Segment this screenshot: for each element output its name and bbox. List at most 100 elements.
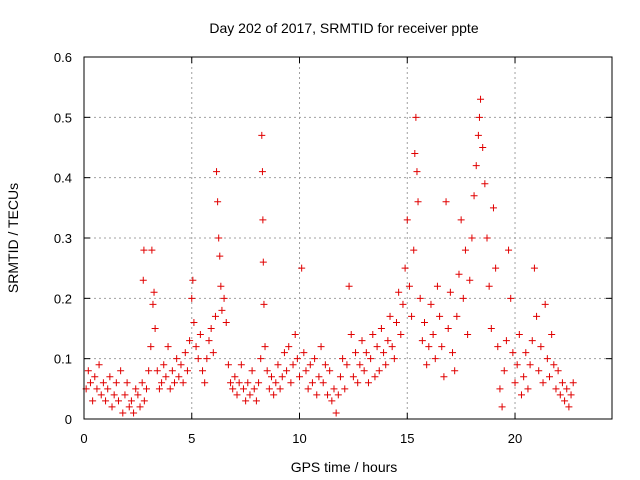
data-point-marker <box>104 385 112 393</box>
data-point-marker <box>558 379 566 387</box>
data-point-marker <box>186 337 194 345</box>
data-point-marker <box>311 355 319 363</box>
x-tick-label: 0 <box>80 431 87 446</box>
data-point-marker <box>196 331 204 339</box>
data-point-marker <box>148 246 156 254</box>
y-tick-label: 0.3 <box>54 231 72 246</box>
data-point-marker <box>360 367 368 375</box>
data-point-marker <box>526 361 534 369</box>
y-tick-label: 0.4 <box>54 171 72 186</box>
data-point-marker <box>343 361 351 369</box>
data-point-marker <box>477 95 485 103</box>
data-point-marker <box>384 337 392 345</box>
data-point-marker <box>442 198 450 206</box>
grid <box>84 57 612 419</box>
data-point-marker <box>293 355 301 363</box>
data-point-marker <box>222 318 230 326</box>
data-point-marker <box>97 391 105 399</box>
x-tick-label: 10 <box>292 431 306 446</box>
data-point-marker <box>151 325 159 332</box>
data-point-marker <box>102 397 110 405</box>
data-point-marker <box>177 361 185 369</box>
data-point-marker <box>371 373 379 381</box>
data-point-marker <box>369 331 377 339</box>
data-point-marker <box>175 373 183 381</box>
x-tick-label: 15 <box>400 431 414 446</box>
data-point-marker <box>95 361 103 369</box>
data-point-marker <box>457 216 465 224</box>
data-point-marker <box>257 355 265 363</box>
data-point-marker <box>565 403 573 411</box>
data-point-marker <box>224 361 232 369</box>
data-point-marker <box>296 373 304 381</box>
chart-title: Day 202 of 2017, SRMTID for receiver ppt… <box>209 20 478 36</box>
data-point-marker <box>509 349 517 357</box>
data-point-marker <box>474 131 482 139</box>
data-point-marker <box>362 349 370 357</box>
data-point-marker <box>481 180 489 188</box>
data-point-marker <box>86 379 94 387</box>
data-point-marker <box>328 397 336 405</box>
data-point-marker <box>533 312 541 320</box>
data-point-marker <box>140 246 148 254</box>
data-point-marker <box>114 397 122 405</box>
data-point-marker <box>270 391 278 399</box>
data-point-marker <box>546 373 554 381</box>
data-point-marker <box>375 367 383 375</box>
data-point-marker <box>451 367 459 375</box>
data-point-marker <box>188 294 196 302</box>
data-point-marker <box>444 325 452 332</box>
data-point-marker <box>304 385 312 393</box>
data-point-marker <box>173 355 181 363</box>
x-tick-label: 5 <box>188 431 195 446</box>
data-point-marker <box>89 397 97 405</box>
data-point-marker <box>235 379 243 387</box>
data-point-marker <box>455 270 463 278</box>
data-point-marker <box>283 367 291 375</box>
data-point-marker <box>535 367 543 375</box>
data-point-marker <box>324 391 332 399</box>
data-point-marker <box>285 343 293 351</box>
data-point-marker <box>569 379 577 387</box>
data-point-marker <box>217 282 225 290</box>
data-point-marker <box>416 294 424 302</box>
data-point-marker <box>470 192 478 200</box>
data-point-marker <box>423 361 431 369</box>
data-point-marker <box>194 355 202 363</box>
y-tick-label: 0 <box>65 412 72 427</box>
data-point-marker <box>436 312 444 320</box>
data-point-marker <box>397 331 405 339</box>
data-point-marker <box>192 343 200 351</box>
data-point-marker <box>317 343 325 351</box>
data-point-marker <box>207 325 215 332</box>
data-point-marker <box>112 379 120 387</box>
x-tick-label: 20 <box>508 431 522 446</box>
data-point-marker <box>237 361 245 369</box>
data-point-marker <box>403 216 411 224</box>
data-point-marker <box>166 385 174 393</box>
data-point-marker <box>261 343 269 351</box>
data-point-marker <box>106 373 114 381</box>
data-point-marker <box>189 276 197 284</box>
data-point-marker <box>147 343 155 351</box>
data-point-marker <box>528 337 536 345</box>
data-point-marker <box>289 361 297 369</box>
data-point-marker <box>466 276 474 284</box>
data-point-marker <box>405 282 413 290</box>
data-point-marker <box>515 331 523 339</box>
data-point-marker <box>446 288 454 296</box>
data-point-marker <box>561 397 569 405</box>
data-point-marker <box>255 379 263 387</box>
data-point-marker <box>358 337 366 345</box>
data-point-marker <box>461 246 469 254</box>
data-point-marker <box>431 355 439 363</box>
data-point-marker <box>364 379 372 387</box>
data-point-marker <box>153 367 161 375</box>
data-point-marker <box>556 391 564 399</box>
data-point-marker <box>99 379 107 387</box>
data-point-marker <box>475 113 483 121</box>
data-point-marker <box>183 367 191 375</box>
data-point-marker <box>130 409 138 417</box>
data-point-marker <box>259 216 267 224</box>
